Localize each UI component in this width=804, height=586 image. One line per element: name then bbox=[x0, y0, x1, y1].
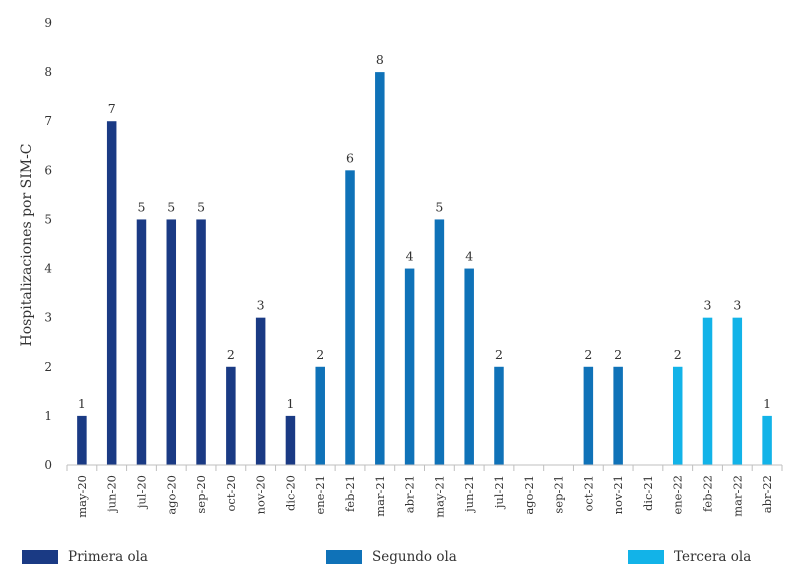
bar-primera-ola bbox=[255, 317, 266, 465]
data-label: 2 bbox=[495, 347, 503, 362]
data-label: 2 bbox=[674, 347, 682, 362]
bar-tercera-ola bbox=[672, 366, 683, 465]
x-tick-label: abr-22 bbox=[760, 475, 774, 513]
y-tick-label: 9 bbox=[44, 16, 52, 30]
data-label: 5 bbox=[197, 199, 205, 214]
bar-segundo-ola bbox=[494, 366, 504, 465]
data-label: 3 bbox=[257, 298, 265, 313]
x-axis-ticks: may-20 jun-20 jul-20 ago-20 sep-20 oct-20 nov-… bbox=[66, 465, 783, 518]
x-tick-label: oct-21 bbox=[581, 475, 595, 512]
y-tick-label: 2 bbox=[44, 360, 52, 374]
bar-primera-ola bbox=[196, 219, 206, 465]
x-tick-label: sep-20 bbox=[194, 475, 208, 514]
x-tick-label: abr-21 bbox=[403, 475, 417, 513]
x-tick-label: ago-20 bbox=[164, 475, 178, 515]
data-label: 1 bbox=[78, 396, 86, 411]
x-tick-label: may-21 bbox=[432, 475, 446, 518]
x-tick-label: feb-21 bbox=[343, 475, 357, 512]
bar-primera-ola bbox=[226, 366, 236, 465]
bar-segundo-ola bbox=[613, 366, 623, 465]
bar-chart: 0 1 2 3 4 5 6 7 8 9 1 7 5 5 5 2 3 1 2 6 8 4 5 4 2 2 2 2 3 3 1 may-20 j… bbox=[19, 16, 783, 518]
data-label: 1 bbox=[763, 396, 771, 411]
data-label: 3 bbox=[733, 298, 741, 313]
data-label: 8 bbox=[376, 52, 384, 67]
legend-swatch-primera-ola bbox=[22, 550, 58, 564]
bar-primera-ola bbox=[136, 219, 147, 465]
bar-segundo-ola bbox=[315, 366, 325, 465]
bar-segundo-ola bbox=[464, 268, 474, 465]
bar-primera-ola bbox=[106, 121, 117, 465]
bar-primera-ola bbox=[166, 219, 177, 465]
x-tick-label: ene-22 bbox=[671, 475, 685, 515]
y-tick-label: 3 bbox=[44, 311, 52, 325]
data-labels: 1 7 5 5 5 2 3 1 2 6 8 4 5 4 2 2 2 2 3 3 1 bbox=[78, 52, 771, 411]
bar-segundo-ola bbox=[345, 170, 355, 466]
legend-item-segundo-ola: Segundo ola bbox=[326, 549, 457, 565]
y-tick-label: 1 bbox=[44, 409, 52, 423]
bar-segundo-ola bbox=[434, 219, 445, 465]
data-label: 4 bbox=[406, 249, 414, 264]
x-tick-label: jun-21 bbox=[462, 475, 476, 514]
legend-label-primera-ola: Primera ola bbox=[68, 549, 148, 565]
x-tick-label: mar-22 bbox=[730, 475, 744, 517]
data-label: 7 bbox=[108, 101, 116, 116]
y-tick-label: 8 bbox=[44, 65, 52, 79]
bar-segundo-ola bbox=[404, 268, 415, 465]
data-label: 1 bbox=[286, 396, 294, 411]
y-axis-label: Hospitalizaciones por SIM-C bbox=[19, 143, 35, 346]
bar-tercera-ola bbox=[762, 415, 772, 465]
x-tick-label: nov-20 bbox=[254, 475, 268, 514]
y-tick-label: 6 bbox=[44, 163, 52, 177]
x-tick-label: oct-20 bbox=[224, 475, 238, 512]
x-tick-label: may-20 bbox=[75, 475, 89, 518]
data-label: 3 bbox=[704, 298, 712, 313]
x-tick-label: ago-21 bbox=[522, 475, 536, 515]
y-tick-label: 4 bbox=[44, 262, 52, 276]
data-label: 4 bbox=[465, 249, 473, 264]
bar-primera-ola bbox=[77, 415, 87, 465]
data-label: 2 bbox=[614, 347, 622, 362]
legend-label-tercera-ola: Tercera ola bbox=[674, 549, 752, 565]
bar-primera-ola bbox=[285, 415, 296, 465]
legend-swatch-segundo-ola bbox=[326, 550, 362, 564]
x-tick-label: dic-21 bbox=[641, 475, 655, 511]
x-tick-label: jul-20 bbox=[134, 475, 148, 510]
y-axis-ticks: 0 1 2 3 4 5 6 7 8 9 bbox=[44, 16, 52, 472]
bar-tercera-ola bbox=[732, 317, 743, 465]
bar-segundo-ola bbox=[583, 366, 594, 465]
x-tick-label: feb-22 bbox=[701, 475, 715, 512]
data-label: 2 bbox=[584, 347, 592, 362]
bar-segundo-ola bbox=[375, 72, 385, 465]
data-label: 2 bbox=[316, 347, 324, 362]
x-tick-label: jun-20 bbox=[105, 475, 119, 514]
data-label: 5 bbox=[138, 199, 146, 214]
legend: Primera ola Segundo ola Tercera ola bbox=[0, 549, 804, 571]
data-label: 5 bbox=[167, 199, 175, 214]
x-tick-label: jul-21 bbox=[492, 475, 506, 510]
legend-item-tercera-ola: Tercera ola bbox=[628, 549, 751, 565]
x-tick-label: sep-21 bbox=[552, 475, 566, 514]
x-tick-label: nov-21 bbox=[611, 475, 625, 514]
y-tick-label: 0 bbox=[44, 458, 52, 472]
x-tick-label: mar-21 bbox=[373, 475, 387, 517]
data-label: 5 bbox=[435, 199, 443, 214]
legend-swatch-tercera-ola bbox=[628, 550, 664, 564]
data-label: 2 bbox=[227, 347, 235, 362]
y-tick-label: 7 bbox=[44, 114, 52, 128]
y-tick-label: 5 bbox=[44, 212, 52, 226]
bars bbox=[77, 72, 772, 466]
x-tick-label: dic-20 bbox=[283, 475, 297, 511]
data-label: 6 bbox=[346, 150, 354, 165]
bar-tercera-ola bbox=[702, 317, 713, 465]
legend-item-primera-ola: Primera ola bbox=[22, 549, 148, 565]
legend-label-segundo-ola: Segundo ola bbox=[372, 549, 457, 565]
x-tick-label: ene-21 bbox=[313, 475, 327, 515]
